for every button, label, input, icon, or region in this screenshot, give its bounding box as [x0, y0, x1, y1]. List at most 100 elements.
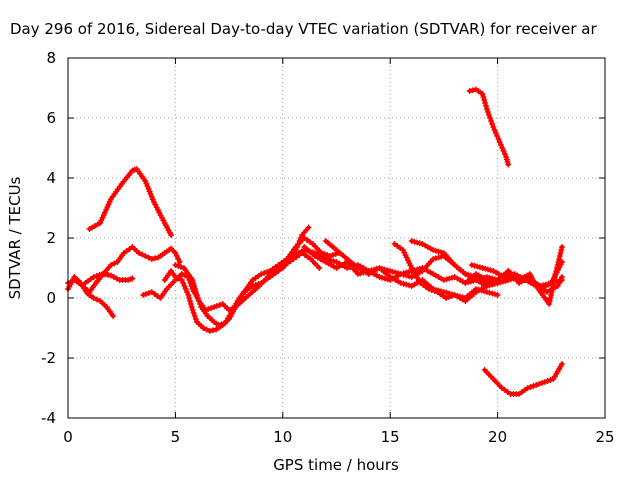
- y-tick-label: -2: [41, 349, 56, 367]
- x-tick-label: 20: [488, 428, 507, 446]
- data-point: [190, 310, 197, 316]
- data-point: [476, 264, 483, 271]
- data-point: [200, 325, 207, 331]
- data-point: [387, 268, 394, 274]
- series-group: [65, 86, 565, 397]
- data-point: [406, 282, 412, 289]
- data-point: [261, 270, 268, 276]
- data-point: [550, 283, 556, 289]
- data-point: [152, 201, 159, 208]
- data-point: [428, 287, 435, 293]
- x-tick-label: 0: [63, 428, 73, 446]
- data-point: [488, 118, 495, 124]
- data-point: [443, 289, 450, 296]
- y-tick-label: 6: [46, 109, 56, 127]
- data-point: [448, 293, 455, 299]
- data-point: [548, 292, 555, 298]
- data-point: [553, 268, 560, 274]
- data-point: [205, 306, 212, 312]
- data-point: [110, 313, 117, 319]
- data-point: [295, 241, 302, 247]
- series-satellite-pass-4: [82, 271, 136, 286]
- data-point: [556, 253, 563, 259]
- data-point: [143, 180, 150, 187]
- data-point: [484, 109, 491, 115]
- data-point: [187, 298, 193, 304]
- data-point: [480, 94, 487, 100]
- data-point: [487, 267, 494, 274]
- data-point: [191, 283, 198, 289]
- data-point: [505, 161, 512, 168]
- data-point: [471, 262, 478, 269]
- data-point: [94, 296, 100, 303]
- data-point: [435, 248, 442, 255]
- data-point: [481, 97, 488, 103]
- data-point: [479, 91, 486, 97]
- data-point: [400, 271, 407, 278]
- x-tick-label: 5: [171, 428, 181, 446]
- data-point: [406, 273, 412, 280]
- data-point: [379, 274, 386, 281]
- data-point: [294, 244, 300, 250]
- data-point: [305, 224, 312, 231]
- data-point: [431, 288, 438, 294]
- data-point: [182, 286, 189, 292]
- x-tick-label: 10: [273, 428, 292, 446]
- y-tick-label: -4: [41, 409, 56, 427]
- data-point: [494, 133, 501, 139]
- data-point: [524, 385, 531, 391]
- data-point: [148, 256, 155, 262]
- data-point: [193, 289, 199, 295]
- data-point: [152, 255, 158, 262]
- data-point: [411, 238, 418, 245]
- data-point: [440, 277, 447, 283]
- data-point: [403, 281, 410, 288]
- data-point: [558, 247, 565, 253]
- data-point: [559, 361, 565, 367]
- data-point: [172, 262, 179, 268]
- data-point: [446, 275, 453, 282]
- data-point: [108, 262, 114, 268]
- data-point: [180, 280, 187, 286]
- data-point: [216, 302, 223, 308]
- data-point: [389, 268, 396, 275]
- data-point: [99, 214, 106, 221]
- data-point: [189, 307, 196, 313]
- data-point: [533, 382, 540, 388]
- data-point: [491, 127, 498, 133]
- data-point: [140, 292, 147, 298]
- data-point: [90, 295, 97, 301]
- data-point: [106, 198, 113, 205]
- series-satellite-pass-11: [391, 241, 512, 304]
- data-point: [255, 281, 262, 287]
- data-point: [557, 250, 564, 256]
- data-point: [400, 280, 407, 287]
- data-point: [551, 277, 558, 283]
- y-tick-label: 2: [46, 229, 56, 247]
- data-point: [381, 275, 388, 282]
- data-point: [145, 290, 152, 296]
- y-tick-label: 8: [46, 49, 56, 67]
- ticks: 0 5 10 15 20 25 -4 -2 0 2 4 6 8: [41, 49, 615, 446]
- y-tick-label: 4: [46, 169, 56, 187]
- data-point: [554, 265, 560, 271]
- data-point: [139, 251, 146, 258]
- data-point: [490, 124, 497, 130]
- data-point: [187, 301, 194, 307]
- data-point: [466, 88, 473, 94]
- x-tick-label: 15: [381, 428, 400, 446]
- data-point: [186, 295, 193, 301]
- data-point: [193, 292, 200, 298]
- data-point: [547, 377, 554, 383]
- data-point: [408, 238, 415, 244]
- data-point: [496, 139, 503, 145]
- data-point: [443, 295, 449, 301]
- data-point: [203, 326, 210, 333]
- data-point: [556, 256, 563, 262]
- data-point: [500, 278, 506, 285]
- data-point: [111, 260, 118, 267]
- data-point: [97, 220, 104, 226]
- series-satellite-pass-17: [481, 361, 565, 397]
- data-point: [440, 289, 447, 295]
- data-point: [188, 304, 195, 310]
